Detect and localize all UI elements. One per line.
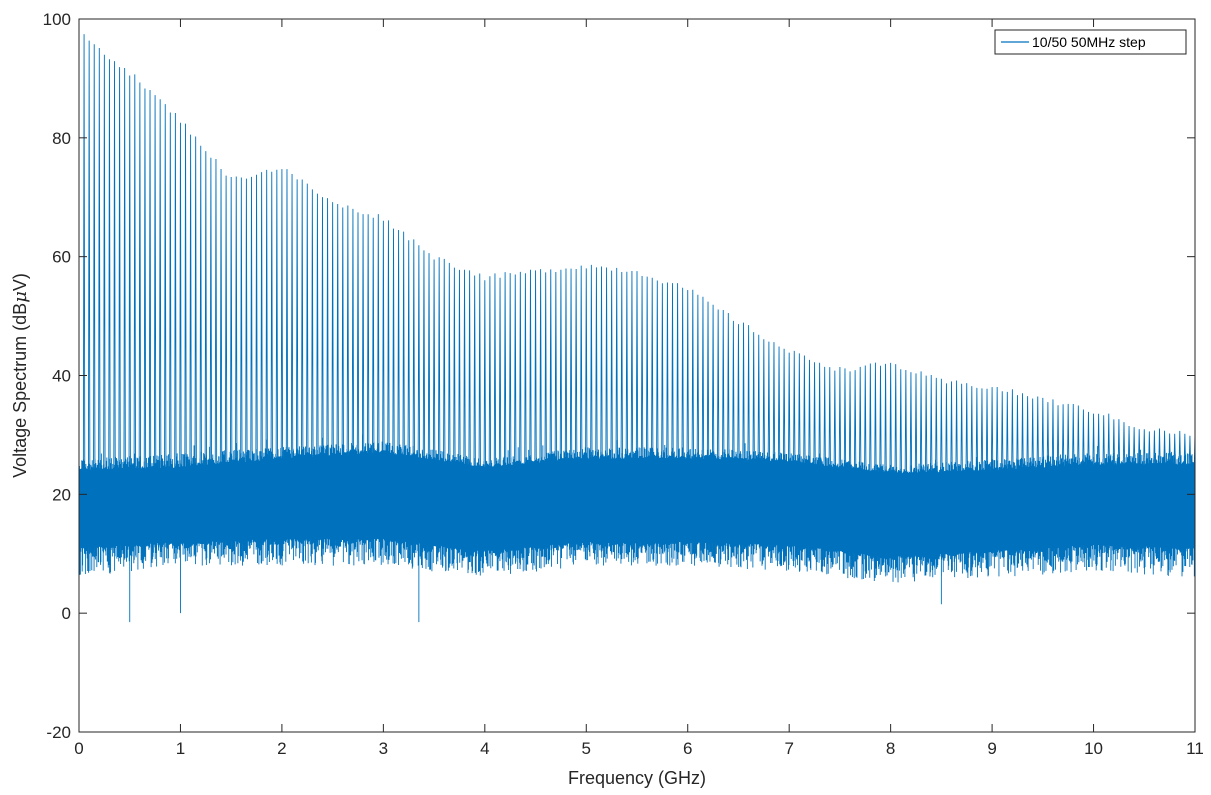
y-tick-label: 0 xyxy=(62,604,71,623)
y-axis-label: Voltage Spectrum (dBμV) xyxy=(10,273,31,478)
x-tick-label: 9 xyxy=(987,739,996,758)
noise-fluctuations xyxy=(79,434,1195,623)
harmonic-peaks xyxy=(82,34,1195,474)
x-tick-label: 11 xyxy=(1186,739,1204,758)
x-tick-label: 4 xyxy=(480,739,489,758)
y-tick-label: -20 xyxy=(46,723,71,742)
x-axis-ticks: 0 1 2 3 4 5 6 7 8 9 10 11 xyxy=(74,19,1204,758)
plot-area xyxy=(79,34,1195,623)
legend-label: 10/50 50MHz step xyxy=(1032,34,1146,50)
x-axis-label: Frequency (GHz) xyxy=(568,768,706,788)
y-tick-label: 80 xyxy=(52,129,71,148)
x-tick-label: 1 xyxy=(176,739,185,758)
x-tick-label: 10 xyxy=(1084,739,1103,758)
x-tick-label: 0 xyxy=(74,739,83,758)
y-axis-ticks: -20 0 20 40 60 80 100 xyxy=(43,10,1195,742)
series-10-50-50mhz-step xyxy=(79,34,1195,623)
x-tick-label: 8 xyxy=(886,739,895,758)
x-tick-label: 3 xyxy=(379,739,388,758)
y-tick-label: 100 xyxy=(43,10,71,29)
y-tick-label: 60 xyxy=(52,248,71,267)
x-tick-label: 5 xyxy=(582,739,591,758)
legend: 10/50 50MHz step xyxy=(994,29,1187,55)
x-tick-label: 7 xyxy=(784,739,793,758)
x-tick-label: 6 xyxy=(683,739,692,758)
x-tick-label: 2 xyxy=(277,739,286,758)
y-tick-label: 40 xyxy=(52,367,71,386)
y-tick-label: 20 xyxy=(52,485,71,504)
